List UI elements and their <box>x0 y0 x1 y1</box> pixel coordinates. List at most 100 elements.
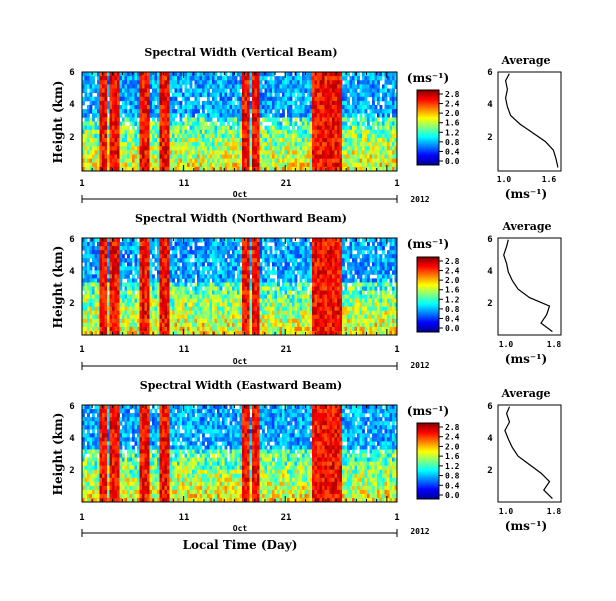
heatmap-cell <box>384 84 388 89</box>
heatmap-cell <box>367 146 370 151</box>
heatmap-cell <box>269 310 273 316</box>
heatmap-cell <box>222 125 225 131</box>
heatmap-cell <box>232 282 235 287</box>
heatmap-cell <box>247 274 250 279</box>
heatmap-cell <box>379 162 383 168</box>
heatmap-cell <box>169 326 173 332</box>
heatmap-cell <box>142 314 145 320</box>
heatmap-cell <box>134 154 138 160</box>
heatmap-cell <box>264 290 268 295</box>
heatmap-cell <box>222 262 225 267</box>
heatmap-cell <box>267 88 270 94</box>
heatmap-cell <box>299 146 303 151</box>
heatmap-cell <box>249 302 253 308</box>
heatmap-cell <box>227 150 230 155</box>
heatmap-cell <box>287 113 290 118</box>
heatmap-cell <box>394 105 398 110</box>
heatmap-cell <box>264 125 268 131</box>
heatmap-cell <box>169 88 173 94</box>
heatmap-cell <box>237 138 240 143</box>
heatmap-cell <box>154 125 158 131</box>
heatmap-cell <box>167 302 170 308</box>
heatmap-cell <box>382 121 385 127</box>
heatmap-cell <box>99 262 103 267</box>
heatmap-cell <box>362 80 365 85</box>
heatmap-cell <box>257 302 260 308</box>
heatmap-cell <box>234 150 238 155</box>
heatmap-cell <box>94 150 98 155</box>
heatmap-cell <box>89 262 93 267</box>
heatmap-cell <box>302 100 305 106</box>
heatmap-cell <box>102 270 105 275</box>
heatmap-cell <box>192 88 195 94</box>
heatmap-cell <box>214 96 218 102</box>
avg-y-tick: 2 <box>487 133 492 143</box>
heatmap-cell <box>187 105 190 110</box>
heatmap-cell <box>259 150 263 155</box>
heatmap-cell <box>274 330 278 336</box>
heatmap-cell <box>374 88 378 94</box>
heatmap-cell <box>199 302 203 308</box>
heatmap-cell <box>87 298 90 304</box>
heatmap-cell <box>184 286 188 291</box>
heatmap-cell <box>177 125 180 131</box>
heatmap-cell <box>264 314 268 320</box>
heatmap-cell <box>102 154 105 160</box>
heatmap-cell <box>87 242 90 247</box>
heatmap-cell <box>104 117 108 122</box>
heatmap-cell <box>114 326 118 332</box>
heatmap-cell <box>137 330 140 336</box>
heatmap-cell <box>339 113 343 118</box>
heatmap-cell <box>239 306 243 312</box>
heatmap-cell <box>112 125 115 131</box>
heatmap-cell <box>92 76 95 81</box>
heatmap-cell <box>244 88 248 94</box>
heatmap-cell <box>162 92 165 98</box>
heatmap-cell <box>207 278 210 283</box>
heatmap-cell <box>212 326 215 332</box>
heatmap-cell <box>139 330 143 336</box>
heatmap-cell <box>112 282 115 287</box>
heatmap-cell <box>179 121 183 127</box>
heatmap-cell <box>274 80 278 85</box>
heatmap-cell <box>307 105 310 110</box>
heatmap-cell <box>164 310 168 316</box>
heatmap-cell <box>94 254 98 259</box>
heatmap-cell <box>132 278 135 283</box>
heatmap-cell <box>384 121 388 127</box>
heatmap-cell <box>259 262 263 267</box>
heatmap-cell <box>84 306 88 312</box>
heatmap-cell <box>149 96 153 102</box>
heatmap-cell <box>294 150 298 155</box>
heatmap-cell <box>139 88 143 94</box>
heatmap-cell <box>354 138 358 143</box>
heatmap-cell <box>292 150 295 155</box>
heatmap-cell <box>164 278 168 283</box>
heatmap-cell <box>82 238 85 243</box>
heatmap-cell <box>239 330 243 336</box>
heatmap-cell <box>307 146 310 151</box>
y-tick-label: 2 <box>69 133 74 143</box>
heatmap-cell <box>134 242 138 247</box>
heatmap-cell <box>217 278 220 283</box>
heatmap-cell <box>242 158 245 164</box>
heatmap-cell <box>152 88 155 94</box>
heatmap-cell <box>124 166 128 172</box>
heatmap-cell <box>222 278 225 283</box>
heatmap-cell <box>229 254 233 259</box>
heatmap-cell <box>262 298 265 304</box>
heatmap-cell <box>99 282 103 287</box>
heatmap-cell <box>217 109 220 114</box>
colorbar-tick-label: 1.6 <box>445 119 460 128</box>
heatmap-cell <box>307 113 310 118</box>
heatmap-cell <box>222 318 225 324</box>
heatmap-cell <box>102 290 105 295</box>
heatmap-cell <box>339 125 343 131</box>
heatmap-cell <box>184 133 188 139</box>
heatmap-cell <box>272 72 275 77</box>
heatmap-cell <box>387 88 390 94</box>
heatmap-cell <box>302 286 305 291</box>
heatmap-cell <box>352 100 355 106</box>
heatmap-cell <box>172 117 175 122</box>
heatmap-cell <box>267 290 270 295</box>
